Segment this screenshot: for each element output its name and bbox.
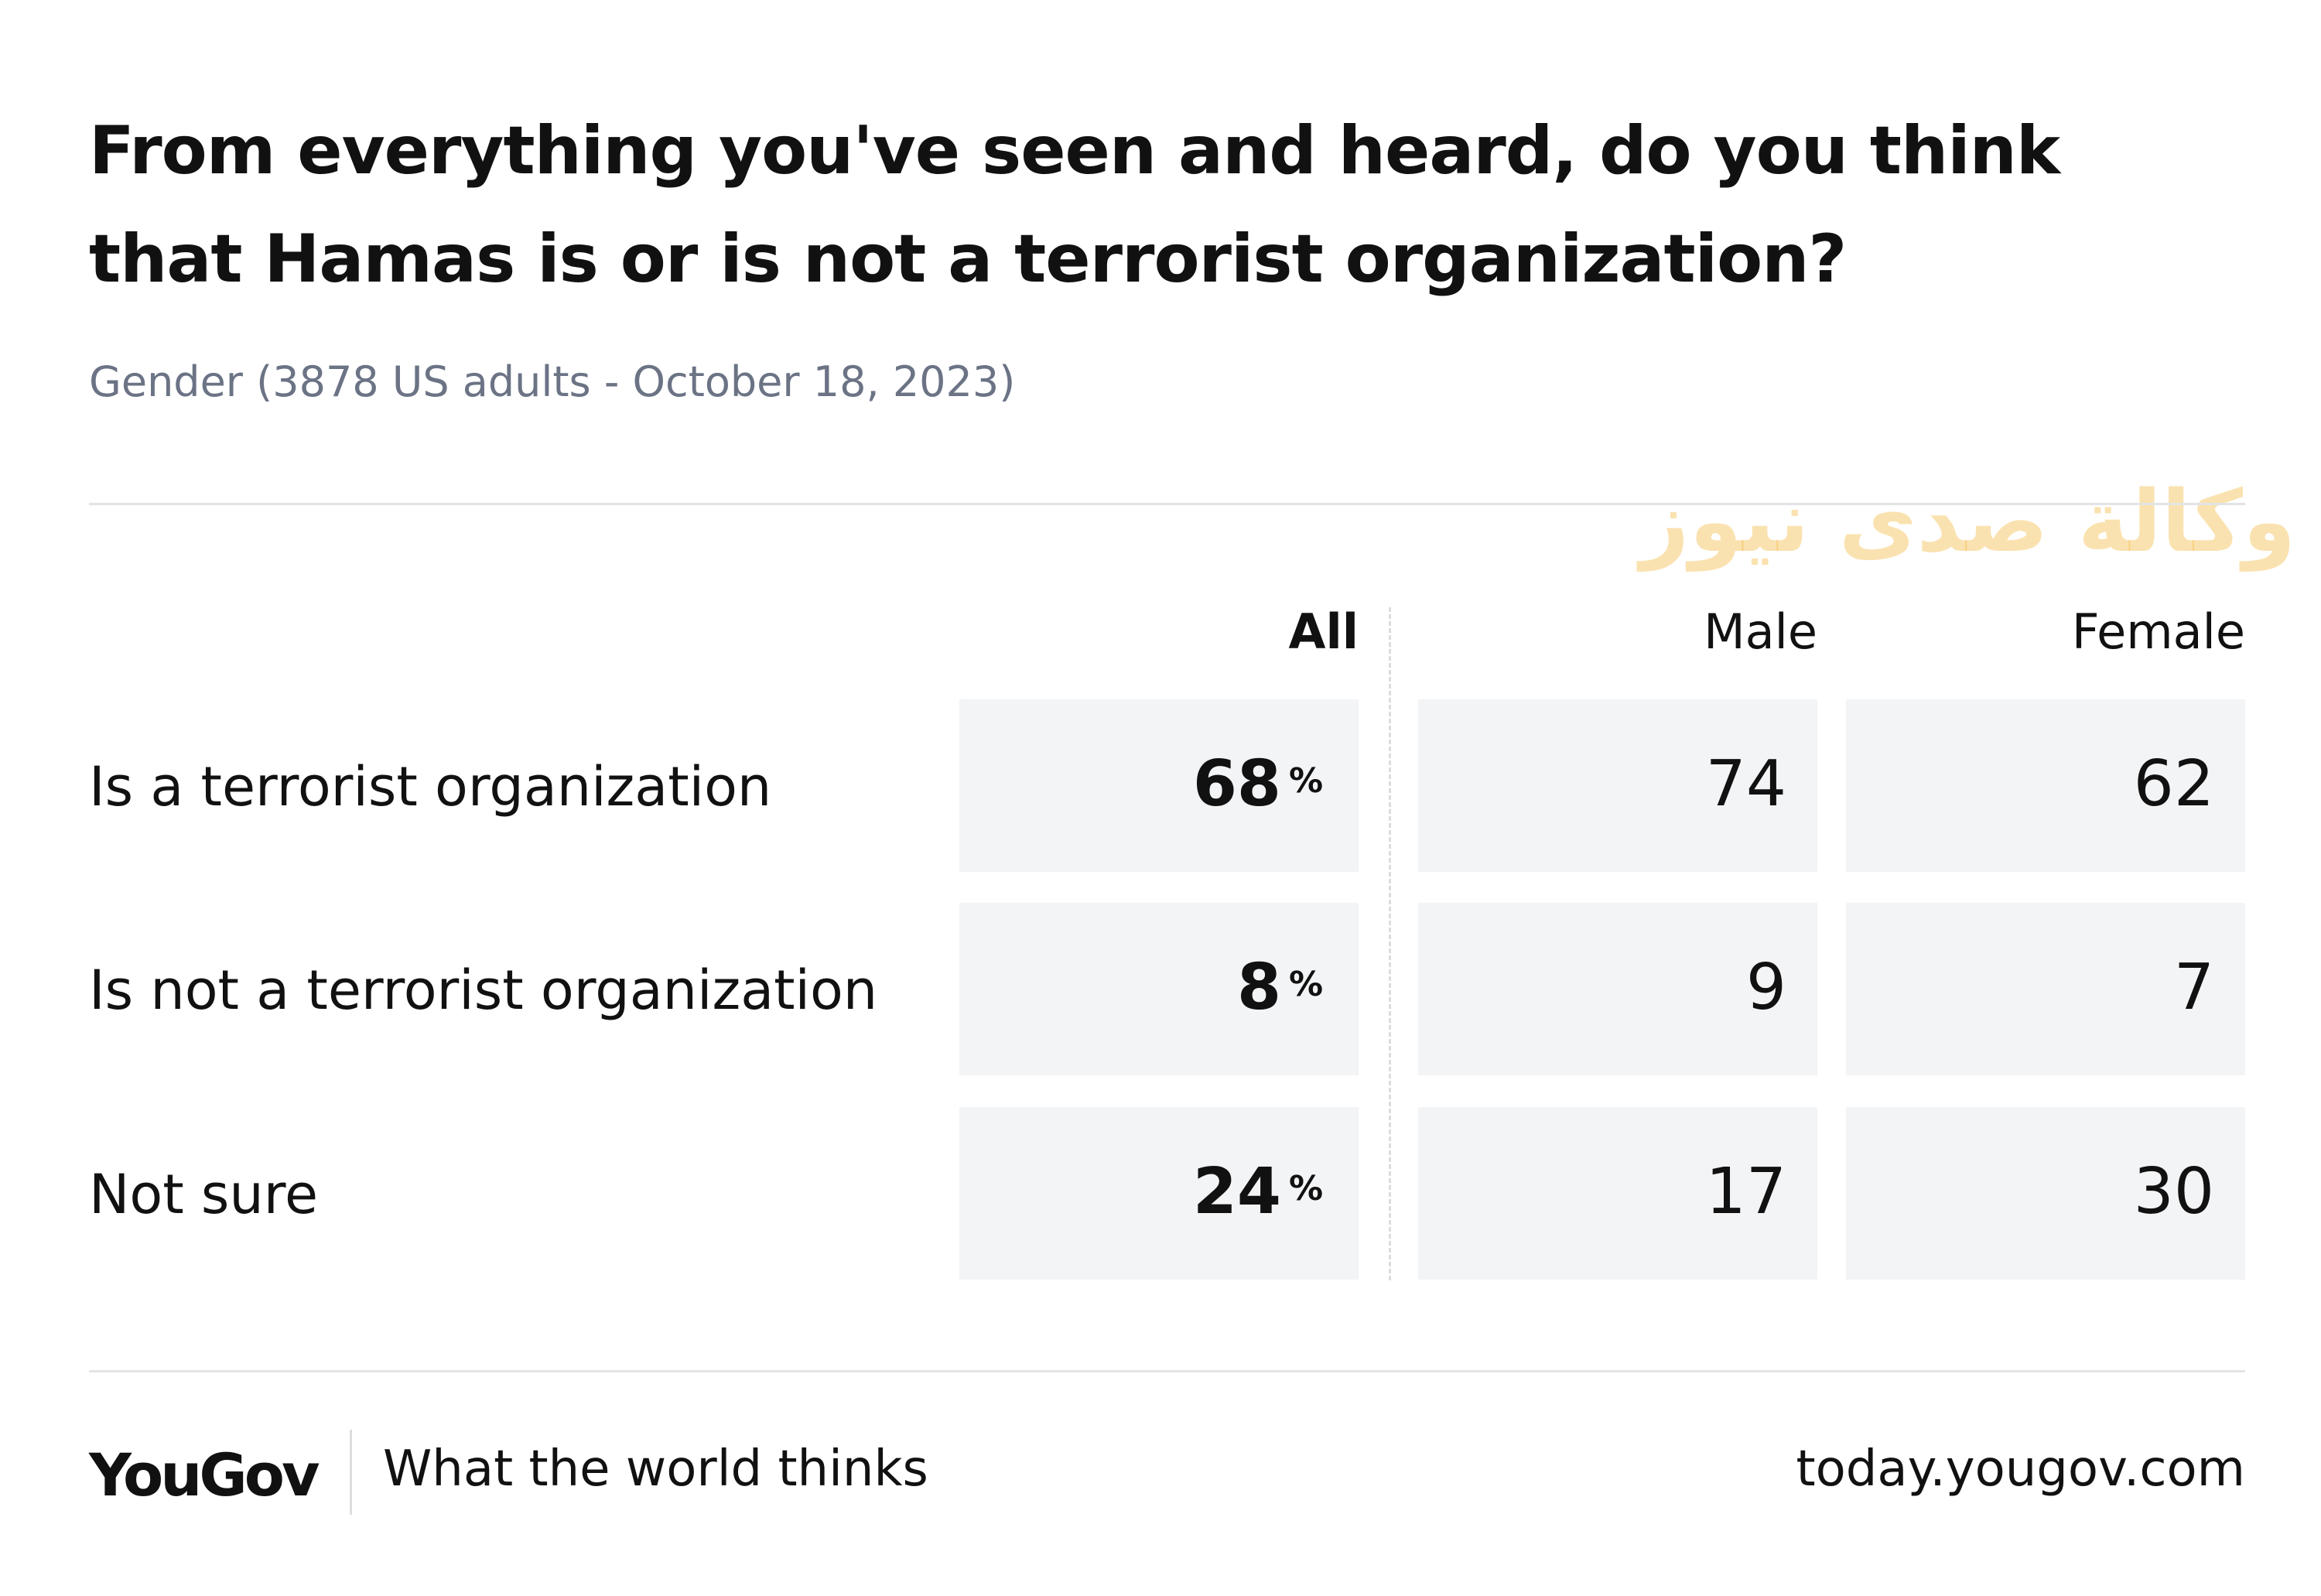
value: 7: [2173, 951, 2214, 1024]
cell: [959, 1107, 1359, 1280]
cell: [1846, 699, 2245, 872]
cell: [1418, 903, 1817, 1075]
cell: [959, 699, 1359, 872]
footer-separator: [350, 1430, 352, 1515]
watermark: وكالة صدى نيوز: [1640, 472, 2296, 571]
row-label: Not sure: [89, 1163, 319, 1226]
value: 24: [1192, 1155, 1281, 1229]
tagline: What the world thinks: [383, 1441, 928, 1498]
column-header: Female: [2071, 603, 2245, 660]
row-label: Is a terrorist organization: [89, 755, 772, 819]
cell: [959, 903, 1359, 1075]
value: 9: [1745, 951, 1786, 1024]
cell: [1846, 1107, 2245, 1280]
value: 62: [2133, 747, 2214, 821]
value: 68: [1192, 747, 1281, 821]
unit: %: [1289, 965, 1324, 1004]
value: 17: [1705, 1155, 1786, 1229]
divider: [89, 503, 2245, 505]
subtitle: Gender (3878 US adults - October 18, 202…: [89, 357, 1016, 406]
unit: %: [1289, 761, 1324, 801]
url: today.yougov.com: [1796, 1441, 2246, 1498]
value: 74: [1705, 747, 1786, 821]
row-label: Is not a terrorist organization: [89, 959, 878, 1022]
unit: %: [1289, 1169, 1324, 1208]
column-header: All: [1288, 603, 1359, 660]
column-divider: [1389, 607, 1391, 1280]
title: From everything you've seen and heard, d…: [89, 112, 2060, 298]
cell: [1846, 903, 2245, 1075]
cell: [1418, 699, 1817, 872]
value: 30: [2133, 1155, 2214, 1229]
cell: [1418, 1107, 1817, 1280]
brand: YouGov: [89, 1441, 320, 1509]
value: 8: [1236, 951, 1281, 1024]
divider: [89, 1370, 2245, 1372]
column-header: Male: [1704, 603, 1817, 660]
